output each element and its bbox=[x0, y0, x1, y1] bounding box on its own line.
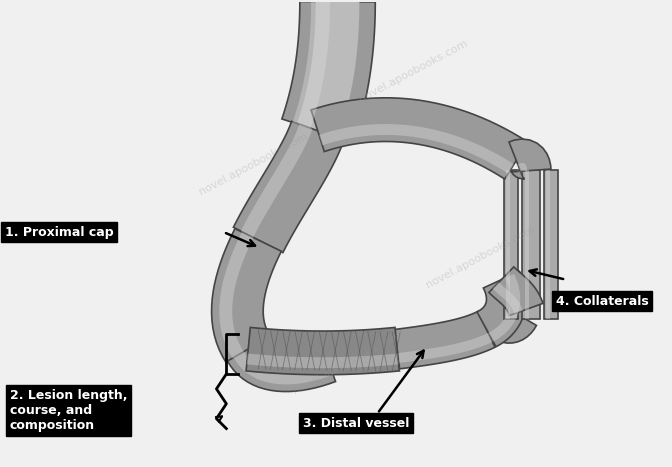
Polygon shape bbox=[509, 139, 551, 179]
Text: novel.apoobooks.com: novel.apoobooks.com bbox=[358, 38, 470, 104]
Polygon shape bbox=[507, 170, 510, 319]
Text: novel.apoobooks.com: novel.apoobooks.com bbox=[291, 330, 403, 396]
Text: 1. Proximal cap: 1. Proximal cap bbox=[5, 226, 114, 239]
Text: 2. Lesion length,
course, and
composition: 2. Lesion length, course, and compositio… bbox=[10, 389, 128, 432]
Polygon shape bbox=[522, 170, 540, 319]
Text: novel.apoobooks.com: novel.apoobooks.com bbox=[424, 224, 536, 290]
Text: 3. Distal vessel: 3. Distal vessel bbox=[303, 417, 409, 430]
Polygon shape bbox=[247, 354, 398, 368]
Polygon shape bbox=[246, 327, 399, 375]
Polygon shape bbox=[398, 333, 493, 363]
Polygon shape bbox=[489, 274, 520, 341]
Polygon shape bbox=[311, 98, 528, 179]
Polygon shape bbox=[546, 170, 550, 319]
Polygon shape bbox=[493, 282, 523, 314]
Polygon shape bbox=[292, 1, 330, 128]
Polygon shape bbox=[502, 315, 524, 329]
Polygon shape bbox=[297, 1, 360, 138]
Polygon shape bbox=[282, 1, 375, 142]
Polygon shape bbox=[228, 337, 335, 391]
Polygon shape bbox=[489, 267, 543, 316]
Polygon shape bbox=[241, 124, 312, 237]
Polygon shape bbox=[394, 311, 495, 369]
Polygon shape bbox=[319, 124, 514, 174]
Polygon shape bbox=[234, 352, 333, 384]
Polygon shape bbox=[497, 313, 536, 343]
Polygon shape bbox=[525, 170, 530, 319]
Polygon shape bbox=[477, 271, 526, 347]
Text: 4. Collaterals: 4. Collaterals bbox=[556, 295, 648, 308]
Polygon shape bbox=[212, 229, 282, 362]
Polygon shape bbox=[544, 170, 558, 319]
Text: novel.apoobooks.com: novel.apoobooks.com bbox=[198, 131, 310, 197]
Polygon shape bbox=[219, 232, 253, 359]
Polygon shape bbox=[233, 121, 344, 253]
Polygon shape bbox=[517, 163, 528, 173]
Polygon shape bbox=[505, 170, 518, 319]
